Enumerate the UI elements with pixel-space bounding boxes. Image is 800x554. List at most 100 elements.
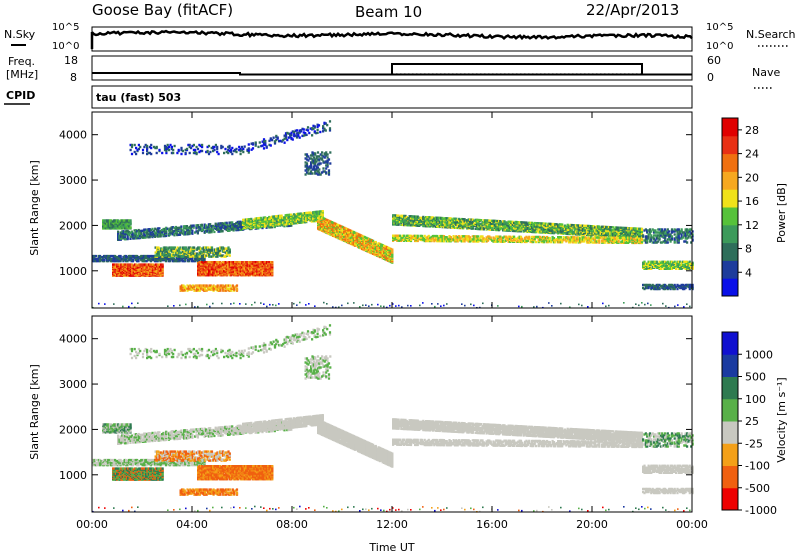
range-cell: [579, 237, 582, 240]
range-cell: [473, 222, 476, 225]
range-cell: [121, 233, 124, 236]
range-cell: [143, 228, 146, 231]
range-cell: [585, 241, 589, 244]
range-cell: [558, 228, 561, 231]
range-cell: [585, 237, 589, 240]
range-cell: [181, 229, 184, 232]
range-cell: [486, 235, 490, 238]
range-cell: [325, 218, 328, 221]
range-cell: [621, 226, 624, 230]
range-cell: [276, 222, 279, 225]
range-cell: [602, 229, 605, 232]
range-cell: [292, 213, 296, 216]
range-cell: [250, 217, 253, 221]
range-cell: [576, 224, 579, 227]
range-cell: [154, 227, 157, 230]
range-cell: [165, 230, 168, 234]
range-cell: [192, 224, 195, 227]
range-cell: [572, 231, 575, 234]
range-cell: [238, 228, 241, 232]
range-cell: [555, 223, 558, 226]
range-cell: [570, 226, 573, 230]
range-cell: [189, 226, 193, 229]
range-cell: [242, 218, 245, 222]
range-cell: [495, 219, 498, 223]
range-cell: [309, 211, 312, 214]
range-cell: [292, 221, 296, 224]
range-cell: [253, 218, 256, 221]
range-cell: [429, 216, 432, 219]
range-cell: [482, 227, 485, 230]
range-cell: [283, 222, 286, 225]
range-cell: [341, 228, 344, 232]
range-cell: [103, 225, 106, 228]
range-cell: [492, 228, 495, 231]
range-cell: [128, 230, 131, 234]
range-cell: [281, 221, 285, 224]
range-cell: [191, 229, 194, 232]
nsky-trace: [90, 29, 693, 49]
range-cell: [161, 231, 164, 234]
range-cell: [130, 230, 133, 233]
range-cell: [233, 223, 237, 226]
range-cell: [453, 226, 457, 229]
range-cell: [329, 220, 332, 223]
range-cell: [323, 217, 327, 221]
range-cell: [240, 221, 243, 224]
range-cell: [195, 230, 198, 233]
range-cell: [436, 216, 439, 219]
range-cell: [526, 229, 529, 232]
range-cell: [558, 236, 561, 239]
range-cell: [246, 224, 249, 227]
range-cell: [580, 224, 583, 227]
range-cell: [145, 232, 149, 235]
range-cell: [441, 223, 444, 227]
range-cell: [620, 226, 623, 229]
range-cell: [414, 215, 417, 218]
range-cell: [177, 226, 180, 230]
range-cell: [291, 215, 294, 218]
range-cell: [144, 236, 147, 239]
range-cell: [458, 239, 461, 242]
range-cell: [321, 210, 324, 213]
range-cell: [551, 238, 554, 242]
range-cell: [587, 241, 590, 244]
range-cell: [491, 239, 494, 242]
range-cell: [441, 239, 444, 243]
range-cell: [295, 219, 298, 223]
range-cell: [366, 237, 369, 240]
range-cell: [470, 221, 473, 224]
range-cell: [433, 217, 436, 220]
range-cell: [456, 220, 459, 224]
range-cell: [207, 223, 210, 226]
range-cell: [453, 236, 457, 239]
range-cell: [273, 215, 276, 218]
range-cell: [595, 225, 598, 228]
range-cell: [510, 236, 513, 239]
range-cell: [577, 236, 580, 239]
range-cell: [174, 225, 177, 229]
range-cell: [522, 221, 525, 224]
range-cell: [275, 215, 278, 218]
range-cell: [627, 231, 630, 234]
range-cell: [214, 222, 217, 225]
range-cell: [236, 220, 239, 224]
range-cell: [430, 237, 433, 241]
range-cell: [638, 231, 641, 234]
range-cell: [467, 240, 470, 243]
range-cell: [298, 212, 301, 215]
range-cell: [265, 222, 268, 225]
range-cell: [276, 215, 279, 218]
range-cell: [259, 218, 263, 222]
range-cell: [497, 235, 501, 238]
range-cell: [415, 236, 418, 240]
range-cell: [625, 226, 628, 230]
range-cell: [140, 235, 143, 239]
range-cell: [356, 232, 360, 236]
range-cell: [452, 235, 455, 238]
range-cell: [559, 223, 562, 226]
range-cell: [188, 225, 191, 229]
range-cell: [231, 221, 234, 224]
range-cell: [308, 211, 311, 214]
range-cell: [376, 247, 379, 250]
